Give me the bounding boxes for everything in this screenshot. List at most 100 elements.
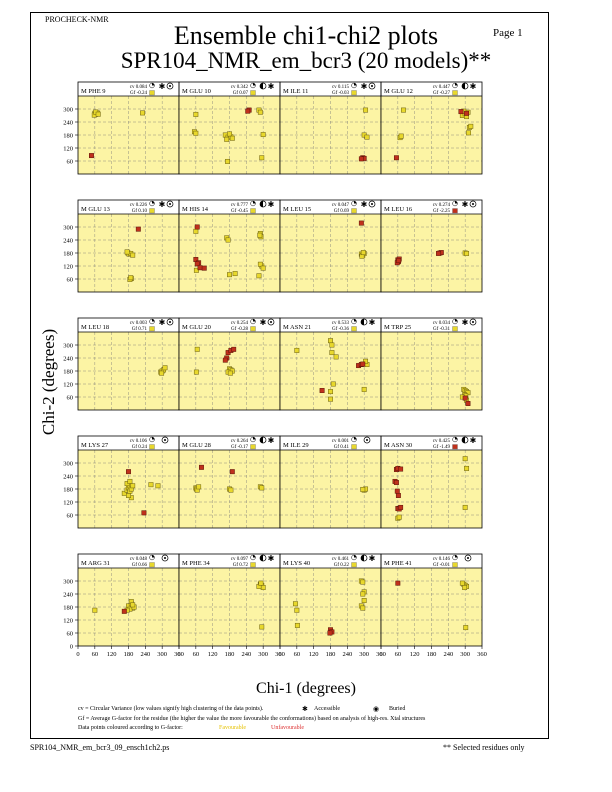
data-point-favourable [400, 107, 406, 113]
accessible-icon: ✱ [462, 318, 469, 327]
data-point-unfavourable [231, 346, 237, 352]
data-point-unfavourable [395, 580, 401, 586]
panel-cv: cv 0.447 [433, 85, 451, 90]
panel-gf: Gf 0.71 [132, 327, 148, 332]
panel-gf: Gf 0.22 [334, 563, 350, 568]
y-tick-label: 120 [63, 145, 73, 152]
y-tick-label: 120 [63, 617, 73, 624]
data-point-unfavourable [395, 493, 401, 498]
data-point-favourable [148, 482, 154, 488]
panel-label: M LYS 40 [283, 560, 310, 567]
gf-swatch [452, 562, 458, 568]
y-tick-label: 120 [63, 499, 73, 506]
y-tick-label: 300 [63, 106, 73, 113]
data-point-favourable [360, 579, 366, 585]
panel-label: M ARG 31 [81, 560, 110, 567]
panel-cv: cv 0.001 [332, 439, 350, 444]
panel-label: M LEU 18 [81, 324, 109, 331]
x-tick-label: 180 [427, 651, 437, 658]
x-tick-label: 240 [140, 651, 150, 658]
x-tick-label: 360 [174, 651, 184, 658]
x-tick-label: 300 [460, 651, 470, 658]
data-point-favourable [130, 252, 136, 258]
data-point-favourable [398, 133, 404, 139]
colour-legend-note: Data points coloured according to G-fact… [78, 725, 183, 731]
data-point-unfavourable [121, 608, 127, 614]
data-point-favourable [363, 107, 369, 113]
buried-legend: Buried [389, 706, 406, 712]
panel-label: M ASN 30 [384, 442, 412, 449]
gf-swatch [452, 208, 458, 214]
panel-gf: Gf 0.24 [132, 445, 148, 450]
data-point-favourable [328, 338, 333, 344]
data-point-favourable [130, 602, 136, 608]
panel-gf: Gf 0.72 [233, 563, 249, 568]
page-border [30, 12, 549, 739]
x-tick-label: 120 [309, 651, 319, 658]
data-point-unfavourable [319, 388, 325, 393]
buried-icon [464, 554, 472, 562]
x-tick-label: 180 [225, 651, 235, 658]
data-point-favourable [228, 487, 234, 493]
data-point-favourable [462, 585, 468, 590]
page-number: Page 1 [493, 27, 523, 39]
gf-swatch [149, 444, 155, 450]
data-point-unfavourable [464, 110, 470, 116]
gf-swatch [250, 562, 256, 568]
data-point-favourable [330, 381, 336, 387]
accessible-icon: ✱ [462, 200, 469, 209]
gf-swatch [149, 208, 155, 214]
gf-swatch [250, 326, 256, 332]
data-point-favourable [260, 132, 266, 138]
panel-cv: cv 0.115 [332, 85, 350, 90]
panel-label: M GLU 12 [384, 88, 413, 95]
data-point-favourable [396, 514, 402, 520]
data-point-favourable [260, 265, 266, 271]
panel-cv: cv 0.777 [231, 203, 249, 208]
data-point-favourable [294, 622, 300, 628]
x-tick-label: 120 [107, 651, 117, 658]
accessible-icon: ✱ [159, 318, 166, 327]
x-tick-label: 300 [359, 651, 369, 658]
accessible-icon: ✱ [369, 318, 376, 327]
data-point-unfavourable [222, 357, 228, 363]
data-point-unfavourable [458, 109, 464, 115]
data-point-favourable [140, 110, 145, 116]
buried-icon [469, 318, 477, 326]
panel-gf: Gf -0.24 [130, 91, 147, 96]
data-point-favourable [258, 580, 264, 586]
panel-label: M GLU 10 [182, 88, 211, 95]
data-point-favourable [227, 131, 232, 137]
data-point-favourable [329, 350, 335, 356]
panel-label: M HIS 14 [182, 206, 209, 213]
data-point-favourable [361, 598, 367, 603]
x-tick-label: 120 [410, 651, 420, 658]
gf-swatch [250, 444, 256, 450]
y-tick-label: 240 [63, 355, 73, 362]
data-point-unfavourable [197, 265, 203, 271]
data-point-favourable [92, 607, 98, 613]
x-tick-label: 360 [275, 651, 285, 658]
panel-label: M GLU 28 [182, 442, 211, 449]
accessible-icon: ✱ [268, 554, 275, 563]
y-tick-label: 240 [63, 473, 73, 480]
data-point-favourable [329, 342, 335, 348]
panel-label: M ILE 29 [283, 442, 309, 449]
panel-gf: Gf 0.66 [132, 563, 148, 568]
panel-cv: cv 0.264 [231, 439, 249, 444]
cv-legend-note: cv = Circular Variance (low values signi… [78, 706, 264, 712]
data-point-unfavourable [126, 469, 131, 475]
accessible-icon: ✱ [361, 82, 368, 91]
accessible-icon: ✱ [268, 82, 275, 91]
data-point-unfavourable [436, 250, 441, 256]
data-point-unfavourable [358, 220, 364, 226]
data-point-favourable [196, 484, 202, 490]
data-point-favourable [464, 465, 470, 471]
